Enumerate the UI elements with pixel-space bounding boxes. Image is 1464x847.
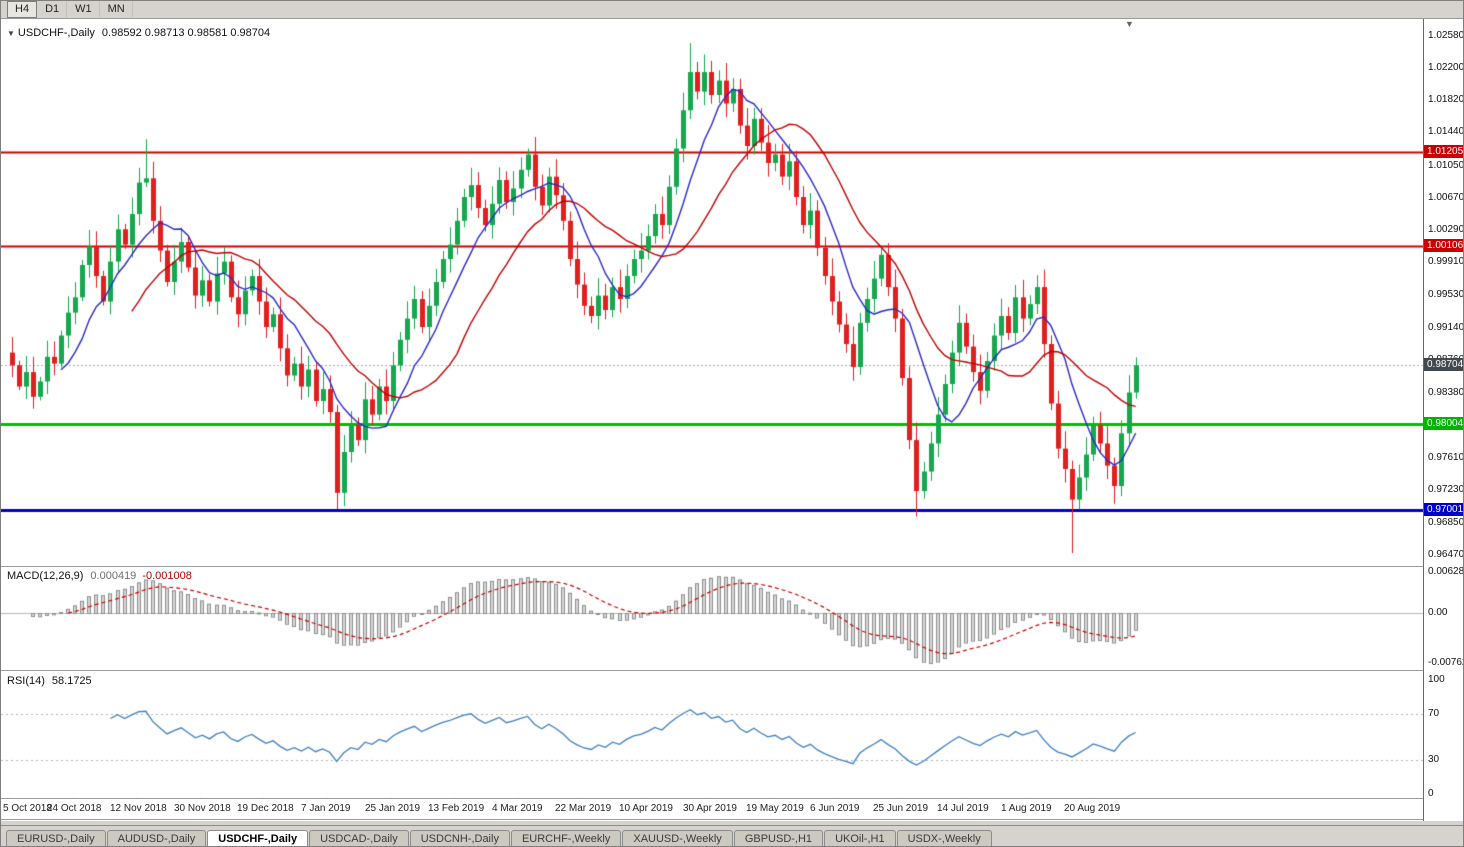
chart-tab[interactable]: GBPUSD-,H1 — [733, 830, 824, 846]
price-axis-tick: 0.99530 — [1428, 289, 1464, 300]
panel-separator[interactable] — [1, 566, 1463, 567]
rsi-title: RSI(14) — [7, 675, 45, 687]
window-resize-strip — [1, 821, 1463, 825]
time-axis-label: 1 Aug 2019 — [1001, 803, 1052, 814]
time-axis-label: 10 Apr 2019 — [619, 803, 673, 814]
time-axis-label: 22 Mar 2019 — [555, 803, 612, 814]
price-axis-tick: 0.96850 — [1428, 517, 1464, 528]
chart-area: ▼ USDCHF-,Daily 0.98592 0.98713 0.98581 0.… — [1, 19, 1464, 821]
one-click-trading-arrow-icon[interactable]: ▼ — [7, 29, 15, 38]
timeframe-toolbar: H4 D1 W1 MN — [1, 1, 1463, 19]
chart-canvas[interactable] — [1, 19, 1423, 821]
price-axis[interactable]: 1.02580 1.02200 1.01820 1.01440 1.01050 1.006… — [1423, 19, 1464, 821]
time-axis-label: 4 Mar 2019 — [492, 803, 543, 814]
time-axis-label: 12 Nov 2018 — [110, 803, 167, 814]
chart-tabs-bar: EURUSD-,Daily AUDUSD-,Daily USDCHF-,Daily U… — [1, 825, 1463, 846]
rsi-axis-tick: 30 — [1428, 754, 1440, 765]
panel-separator — [1, 798, 1463, 799]
chart-tab[interactable]: USDCNH-,Daily — [409, 830, 510, 846]
time-axis-label: 14 Jul 2019 — [937, 803, 989, 814]
chart-symbol-label: USDCHF-,Daily — [17, 27, 95, 39]
price-axis-tick: 1.01820 — [1428, 94, 1464, 105]
price-axis-tick: 0.98380 — [1428, 387, 1464, 398]
time-axis-label: 30 Nov 2018 — [174, 803, 231, 814]
macd-title: MACD(12,26,9) — [7, 570, 84, 582]
time-axis-label: 7 Jan 2019 — [301, 803, 351, 814]
price-axis-tick: 1.01440 — [1428, 126, 1464, 137]
time-axis-label: 25 Jun 2019 — [873, 803, 929, 814]
rsi-axis-tick: 0 — [1428, 788, 1434, 799]
macd-axis-tick: 0.00 — [1428, 607, 1448, 618]
chart-ohlc-values: 0.98592 0.98713 0.98581 0.98704 — [101, 27, 271, 39]
timeframe-button-mn[interactable]: MN — [100, 1, 133, 18]
price-badge: 0.98004 — [1424, 417, 1463, 430]
chart-tab[interactable]: EURCHF-,Weekly — [510, 830, 622, 846]
price-axis-tick: 0.96470 — [1428, 549, 1464, 560]
price-axis-tick: 1.02580 — [1428, 30, 1464, 41]
macd-signal-value: -0.001008 — [142, 570, 192, 582]
price-axis-tick: 1.00290 — [1428, 224, 1464, 235]
macd-main-value: 0.000419 — [90, 570, 137, 582]
time-axis-label: 5 Oct 2018 — [3, 803, 52, 814]
price-badge: 1.00106 — [1424, 239, 1463, 252]
macd-axis-tick: -0.00762 — [1428, 657, 1464, 668]
timeframe-button-group: H4 D1 W1 MN — [7, 1, 133, 18]
price-badge: 0.98704 — [1424, 358, 1463, 371]
time-axis-label: 25 Jan 2019 — [365, 803, 421, 814]
chart-header: ▼ USDCHF-,Daily 0.98592 0.98713 0.98581 0.… — [7, 27, 270, 39]
chart-tab[interactable]: EURUSD-,Daily — [6, 830, 106, 846]
macd-indicator-label: MACD(12,26,9) 0.000419 -0.001008 — [7, 570, 192, 582]
time-axis-label: 19 May 2019 — [746, 803, 804, 814]
time-axis-label: 24 Oct 2018 — [47, 803, 102, 814]
time-axis-label: 20 Aug 2019 — [1064, 803, 1121, 814]
rsi-axis-tick: 100 — [1428, 674, 1445, 685]
rsi-value: 58.1725 — [51, 675, 92, 687]
time-axis-label: 6 Jun 2019 — [810, 803, 860, 814]
timeframe-button-w1[interactable]: W1 — [67, 1, 100, 18]
price-axis-tick: 0.97230 — [1428, 484, 1464, 495]
price-badge: 0.97001 — [1424, 503, 1463, 516]
price-axis-tick: 0.99140 — [1428, 322, 1464, 333]
chart-shift-marker-icon[interactable]: ▼ — [1125, 19, 1134, 29]
time-axis-label: 30 Apr 2019 — [683, 803, 737, 814]
price-badge: 1.01205 — [1424, 145, 1463, 158]
price-axis-tick: 1.02200 — [1428, 62, 1464, 73]
time-axis-label: 19 Dec 2018 — [237, 803, 294, 814]
chart-tab[interactable]: XAUUSD-,Weekly — [622, 830, 733, 846]
time-axis-label: 13 Feb 2019 — [428, 803, 485, 814]
chart-tab[interactable]: USDX-,Weekly — [896, 830, 992, 846]
chart-tab[interactable]: USDCAD-,Daily — [309, 830, 409, 846]
timeframe-button-d1[interactable]: D1 — [37, 1, 68, 18]
price-axis-tick: 1.00670 — [1428, 192, 1464, 203]
price-axis-tick: 0.97610 — [1428, 452, 1464, 463]
chart-bottom-border — [1, 819, 1463, 820]
time-axis[interactable]: 5 Oct 2018 24 Oct 2018 12 Nov 2018 30 Nov 2… — [1, 799, 1423, 819]
timeframe-button-h4[interactable]: H4 — [7, 1, 38, 18]
rsi-indicator-label: RSI(14) 58.1725 — [7, 675, 92, 687]
panel-separator[interactable] — [1, 670, 1463, 671]
macd-axis-tick: 0.006286 — [1428, 566, 1464, 577]
price-axis-tick: 1.01050 — [1428, 160, 1464, 171]
chart-tab[interactable]: USDCHF-,Daily — [207, 830, 309, 846]
price-axis-tick: 0.99910 — [1428, 256, 1464, 267]
chart-tab[interactable]: UKOil-,H1 — [824, 830, 896, 846]
chart-tab[interactable]: AUDUSD-,Daily — [106, 830, 207, 846]
rsi-axis-tick: 70 — [1428, 708, 1440, 719]
